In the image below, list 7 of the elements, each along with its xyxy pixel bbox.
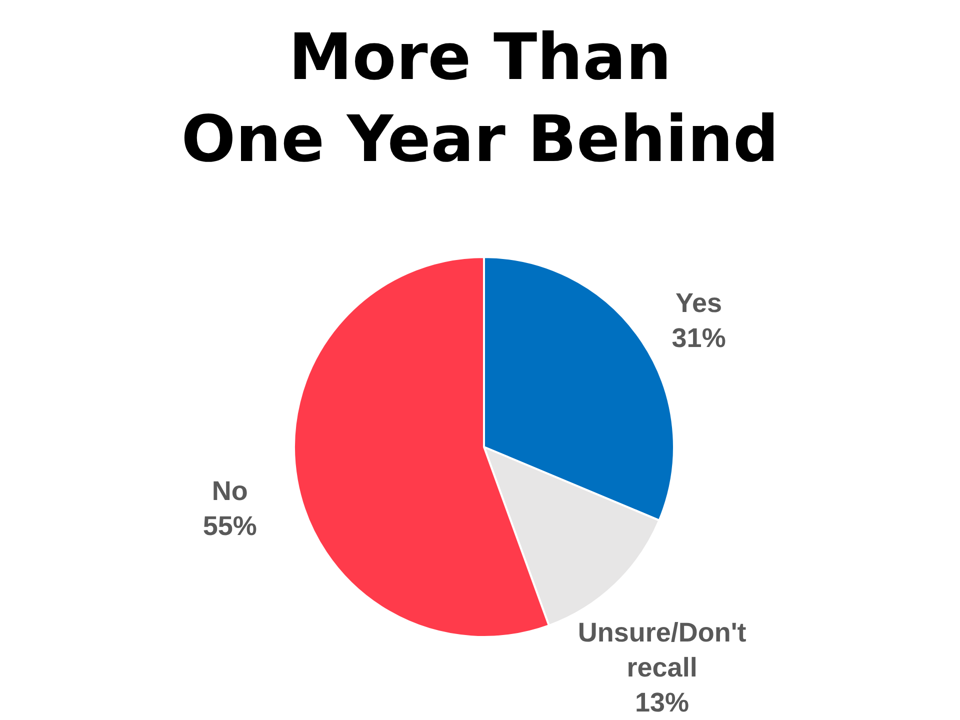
data-label: 13% <box>635 688 690 718</box>
slice-label: Unsure/Don't recall <box>578 618 746 683</box>
data-label: 31% <box>672 323 726 354</box>
slice-label: No <box>212 476 248 506</box>
data-label: 55% <box>202 510 257 541</box>
chart-title: More Than One Year Behind <box>181 21 779 177</box>
slice-label: Yes <box>676 288 722 318</box>
